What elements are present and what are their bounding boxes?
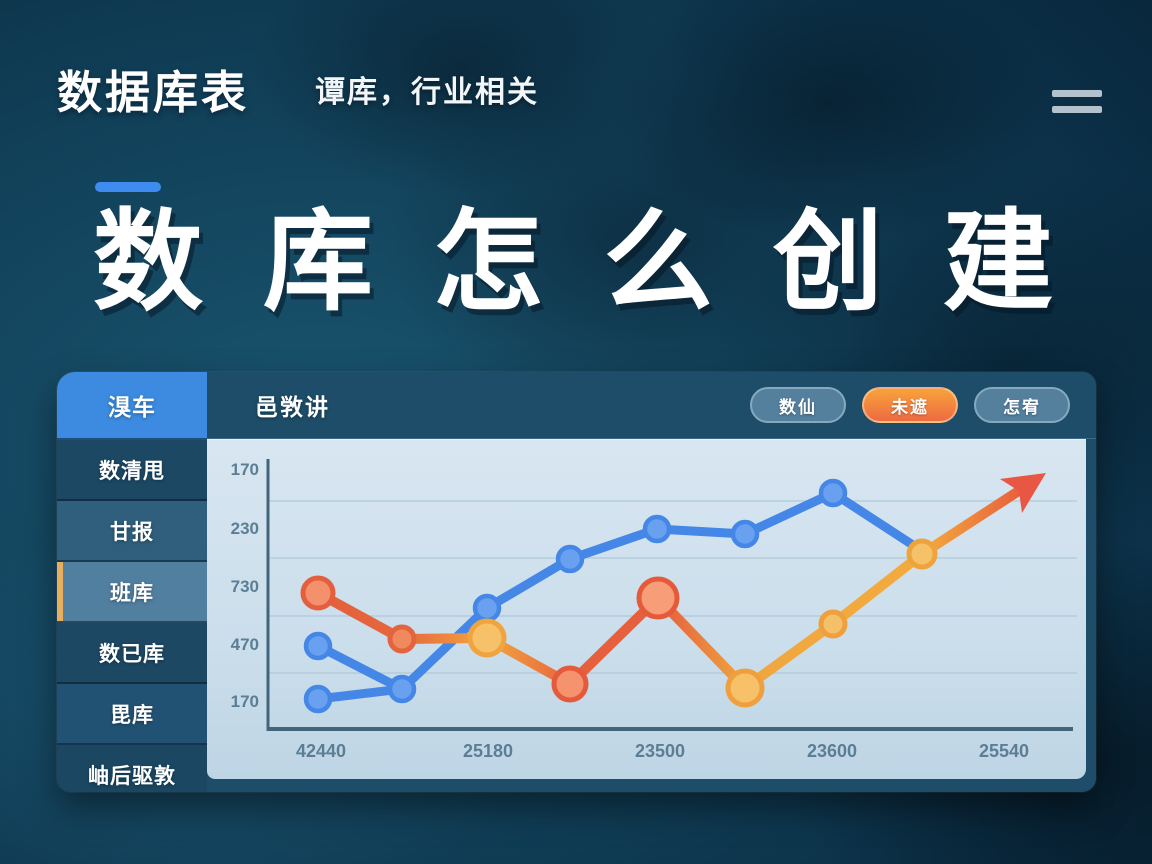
blue-series: [313, 488, 927, 704]
svg-text:23500: 23500: [635, 741, 685, 761]
svg-text:25180: 25180: [463, 741, 513, 761]
data-point: [818, 478, 848, 508]
data-point: [300, 575, 336, 611]
filter-button-3[interactable]: 怎宥: [974, 387, 1070, 423]
sidebar-item-3[interactable]: 甘报: [57, 501, 207, 562]
data-point: [725, 668, 765, 708]
hamburger-bar: [1052, 106, 1102, 113]
svg-text:170: 170: [231, 460, 259, 479]
orange-dots: [300, 538, 938, 708]
sidebar-item-2[interactable]: 数清甩: [57, 440, 207, 501]
hero-title: 数库怎么创建: [93, 201, 1113, 324]
data-point: [467, 618, 507, 658]
axes: [266, 459, 1073, 731]
data-point: [472, 593, 502, 623]
title-accent-dash: [95, 182, 161, 192]
chart-area: 170 230 730 470 170 42440 25180 23500 23600 25540: [207, 439, 1096, 792]
data-point: [642, 514, 672, 544]
data-point: [551, 665, 589, 703]
sidebar-item-label: 甘报: [110, 520, 154, 544]
filter-button-1[interactable]: 数仙: [750, 387, 846, 423]
chart-card: 170 230 730 470 170 42440 25180 23500 23600 25540: [207, 439, 1086, 779]
highlight-bar: [57, 562, 63, 621]
sidebar-item-1-active[interactable]: 湨车: [57, 372, 207, 440]
sidebar-item-7[interactable]: 岫后驱敦: [57, 745, 207, 792]
data-point: [303, 631, 333, 661]
sidebar-item-5[interactable]: 数已库: [57, 623, 207, 684]
filter-button-2-accent[interactable]: 未遮: [862, 387, 958, 423]
data-point: [387, 674, 417, 704]
data-point: [555, 544, 585, 574]
panel-title: 邑敩讲: [255, 394, 330, 420]
trend-arrow-icon: [1000, 473, 1046, 513]
data-point: [636, 576, 680, 620]
svg-text:230: 230: [231, 519, 259, 538]
hamburger-bar: [1052, 90, 1102, 97]
sidebar-item-label: 毘库: [110, 703, 154, 727]
header: 数据库表 谭库，行业相关: [57, 56, 1102, 121]
panel-toolbar: 邑敩讲 数仙 未遮 怎宥: [207, 372, 1096, 439]
data-point: [730, 519, 760, 549]
page-subtitle: 谭库，行业相关: [315, 75, 540, 109]
tick-labels: 170 230 730 470 170 42440 25180 23500 23600 25540: [231, 460, 1029, 761]
sidebar-item-label: 数清甩: [99, 459, 165, 483]
sidebar: 湨车 数清甩 甘报 班库 数已库 毘库 岫后驱敦: [57, 372, 207, 792]
data-point: [303, 684, 333, 714]
panel-main: 邑敩讲 数仙 未遮 怎宥 170 230 730 470 170 42440 25180 23…: [207, 372, 1096, 792]
sidebar-item-label: 岫后驱敦: [88, 764, 176, 788]
orange-series: [313, 473, 1046, 693]
dashboard-panel: 湨车 数清甩 甘报 班库 数已库 毘库 岫后驱敦 邑: [57, 372, 1096, 792]
toolbar-buttons: 数仙 未遮 怎宥: [750, 387, 1070, 423]
sidebar-item-label: 数已库: [99, 642, 165, 666]
svg-text:470: 470: [231, 635, 259, 654]
line-chart: 170 230 730 470 170 42440 25180 23500 23600 25540: [231, 459, 1077, 761]
svg-text:170: 170: [231, 692, 259, 711]
hamburger-icon[interactable]: [1052, 90, 1102, 113]
sidebar-item-label: 湨车: [108, 394, 156, 420]
sidebar-item-4-highlighted[interactable]: 班库: [57, 562, 207, 623]
data-point: [387, 624, 417, 654]
svg-text:730: 730: [231, 577, 259, 596]
data-point: [906, 538, 938, 570]
page-title: 数据库表: [57, 67, 250, 118]
sidebar-item-label: 班库: [110, 581, 154, 605]
sidebar-item-6[interactable]: 毘库: [57, 684, 207, 745]
svg-text:23600: 23600: [807, 741, 857, 761]
svg-text:42440: 42440: [296, 741, 346, 761]
svg-text:25540: 25540: [979, 741, 1029, 761]
data-point: [818, 609, 848, 639]
